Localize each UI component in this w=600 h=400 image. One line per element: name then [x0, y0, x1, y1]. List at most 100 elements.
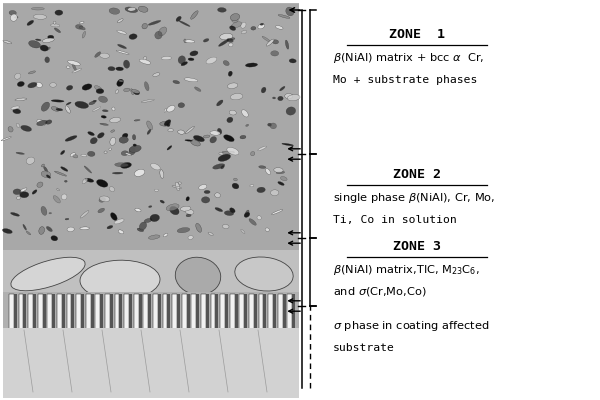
Ellipse shape [92, 100, 97, 102]
Ellipse shape [196, 223, 202, 232]
Ellipse shape [134, 91, 139, 95]
Ellipse shape [163, 233, 168, 237]
Ellipse shape [79, 26, 85, 30]
Ellipse shape [79, 22, 84, 24]
Ellipse shape [82, 84, 92, 90]
Ellipse shape [28, 82, 37, 88]
Ellipse shape [161, 56, 172, 60]
Ellipse shape [121, 162, 131, 168]
Ellipse shape [160, 200, 164, 203]
Ellipse shape [259, 166, 266, 168]
Bar [259, 294, 263, 329]
Ellipse shape [66, 102, 71, 105]
Ellipse shape [272, 40, 278, 44]
Ellipse shape [139, 6, 148, 12]
Ellipse shape [172, 186, 182, 188]
Ellipse shape [117, 19, 123, 23]
Bar [244, 294, 247, 329]
Ellipse shape [251, 152, 255, 156]
Ellipse shape [150, 214, 160, 222]
Bar [177, 294, 180, 329]
Bar [283, 294, 286, 329]
Ellipse shape [70, 153, 76, 157]
Ellipse shape [46, 47, 50, 50]
Ellipse shape [11, 106, 20, 110]
Ellipse shape [49, 212, 52, 214]
Bar [153, 294, 158, 329]
Bar [115, 294, 119, 329]
Ellipse shape [181, 62, 187, 66]
Ellipse shape [257, 187, 265, 193]
Ellipse shape [158, 27, 167, 36]
Ellipse shape [139, 222, 146, 230]
Ellipse shape [21, 125, 32, 131]
Ellipse shape [103, 110, 108, 112]
Ellipse shape [67, 86, 73, 90]
Bar [167, 294, 170, 329]
Ellipse shape [218, 154, 230, 161]
Ellipse shape [193, 136, 205, 142]
Ellipse shape [32, 190, 37, 194]
Bar [14, 294, 17, 329]
Ellipse shape [13, 109, 21, 114]
Ellipse shape [66, 66, 70, 68]
Ellipse shape [41, 164, 44, 167]
Ellipse shape [244, 212, 250, 217]
Ellipse shape [142, 24, 148, 29]
Ellipse shape [145, 82, 149, 91]
Ellipse shape [249, 219, 256, 225]
Ellipse shape [47, 35, 54, 39]
Text: single phase $\beta$(NiAl), Cr, Mo,: single phase $\beta$(NiAl), Cr, Mo, [333, 191, 496, 205]
Ellipse shape [271, 190, 279, 196]
Ellipse shape [241, 30, 247, 34]
Ellipse shape [51, 106, 59, 111]
Ellipse shape [125, 153, 131, 156]
Ellipse shape [235, 257, 293, 291]
Bar [139, 294, 142, 329]
Ellipse shape [179, 21, 190, 26]
Ellipse shape [219, 153, 223, 155]
Ellipse shape [230, 208, 235, 213]
Bar [163, 294, 167, 329]
Ellipse shape [240, 135, 246, 139]
Ellipse shape [280, 176, 287, 181]
Ellipse shape [65, 218, 69, 220]
Ellipse shape [276, 171, 284, 174]
Ellipse shape [121, 151, 128, 156]
Ellipse shape [134, 169, 145, 176]
Ellipse shape [141, 99, 154, 102]
Ellipse shape [185, 209, 194, 214]
Bar [3, 292, 299, 330]
Ellipse shape [55, 10, 63, 15]
Bar [3, 4, 299, 252]
Ellipse shape [228, 71, 232, 76]
Ellipse shape [241, 22, 246, 28]
Ellipse shape [115, 163, 128, 167]
Ellipse shape [73, 155, 78, 158]
Ellipse shape [68, 60, 80, 66]
Bar [81, 294, 84, 329]
Bar [187, 294, 190, 329]
Ellipse shape [230, 26, 236, 30]
Ellipse shape [210, 136, 217, 143]
Ellipse shape [119, 136, 128, 143]
Ellipse shape [124, 88, 130, 92]
Ellipse shape [16, 123, 20, 128]
Ellipse shape [41, 102, 50, 111]
Ellipse shape [286, 107, 296, 115]
Ellipse shape [16, 152, 25, 154]
Ellipse shape [131, 90, 140, 93]
Bar [43, 294, 46, 329]
Bar [215, 294, 218, 329]
Ellipse shape [107, 226, 113, 229]
Ellipse shape [129, 34, 137, 39]
Ellipse shape [23, 224, 26, 230]
Ellipse shape [17, 82, 25, 86]
Bar [172, 294, 177, 329]
Bar [3, 3, 299, 398]
Ellipse shape [53, 196, 61, 203]
Bar [47, 294, 52, 329]
Ellipse shape [215, 193, 220, 198]
Ellipse shape [178, 103, 185, 108]
Ellipse shape [39, 227, 44, 234]
